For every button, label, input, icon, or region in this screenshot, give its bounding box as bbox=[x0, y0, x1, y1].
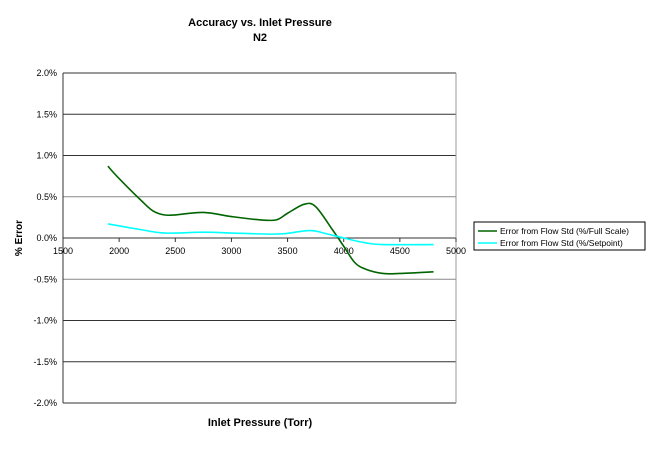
chart-title: Accuracy vs. Inlet Pressure bbox=[188, 17, 332, 29]
x-tick-label: 3500 bbox=[278, 246, 298, 256]
x-tick-label: 2500 bbox=[165, 246, 185, 256]
legend-label: Error from Flow Std (%/Full Scale) bbox=[500, 226, 629, 236]
legend: Error from Flow Std (%/Full Scale) Error … bbox=[473, 221, 646, 251]
x-tick-label: 1500 bbox=[53, 246, 73, 256]
x-tick-label: 5000 bbox=[446, 246, 466, 256]
y-tick-label: -1.5% bbox=[33, 357, 57, 367]
y-tick-label: 1.5% bbox=[36, 109, 57, 119]
series-line-1 bbox=[107, 223, 434, 246]
y-tick-label: 2.0% bbox=[36, 68, 57, 78]
y-axis-label: % Error bbox=[14, 220, 25, 256]
y-tick-label: 0.0% bbox=[36, 233, 57, 243]
x-tick-label: 4500 bbox=[390, 246, 410, 256]
y-tick-label: -1.0% bbox=[33, 316, 57, 326]
series-line-0 bbox=[107, 165, 434, 275]
x-tick-label: 3000 bbox=[221, 246, 241, 256]
x-axis-label: Inlet Pressure (Torr) bbox=[208, 417, 313, 429]
y-tick-label: 1.0% bbox=[36, 151, 57, 161]
chart-subtitle: N2 bbox=[253, 32, 267, 44]
x-tick-label: 2000 bbox=[109, 246, 129, 256]
legend-label: Error from Flow Std (%/Setpoint) bbox=[500, 238, 623, 248]
y-tick-label: 0.5% bbox=[36, 192, 57, 202]
y-tick-label: -2.0% bbox=[33, 398, 57, 408]
y-tick-label: -0.5% bbox=[33, 274, 57, 284]
x-tick-label: 4000 bbox=[334, 246, 354, 256]
